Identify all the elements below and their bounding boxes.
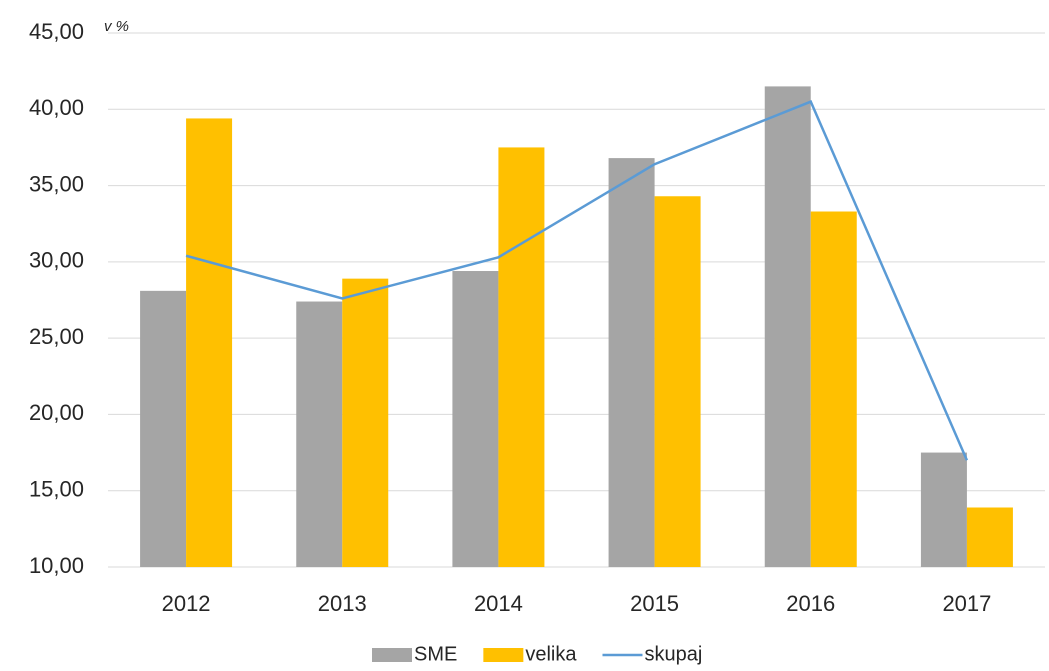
bar — [608, 158, 655, 567]
bar — [296, 301, 343, 567]
y-tick-label: 20,00 — [29, 400, 84, 425]
legend-label: velika — [525, 643, 577, 665]
y-tick-label: 30,00 — [29, 248, 84, 273]
x-tick-label: 2015 — [630, 591, 679, 616]
bar — [498, 147, 545, 567]
bar — [342, 278, 389, 567]
bar — [966, 507, 1013, 567]
bar — [810, 211, 857, 567]
y-tick-label: 15,00 — [29, 477, 84, 502]
bar — [920, 452, 967, 567]
bar — [764, 86, 811, 568]
bar — [452, 271, 499, 567]
y-tick-label: 45,00 — [29, 19, 84, 44]
legend-label: SME — [414, 643, 457, 665]
bar — [186, 118, 233, 567]
legend-label: skupaj — [644, 643, 702, 665]
y-tick-label: 10,00 — [29, 553, 84, 578]
x-tick-label: 2014 — [474, 591, 523, 616]
y-tick-label: 35,00 — [29, 171, 84, 196]
line — [185, 100, 969, 461]
y-tick-label: 40,00 — [29, 95, 84, 120]
legend-swatch — [372, 648, 412, 662]
x-tick-label: 2013 — [318, 591, 367, 616]
bar — [654, 196, 701, 567]
x-tick-label: 2012 — [162, 591, 211, 616]
x-tick-label: 2016 — [786, 591, 835, 616]
x-tick-label: 2017 — [942, 591, 991, 616]
bar — [140, 290, 187, 567]
unit-annotation: v % — [104, 18, 129, 35]
legend-swatch — [483, 648, 524, 662]
y-tick-label: 25,00 — [29, 324, 84, 349]
